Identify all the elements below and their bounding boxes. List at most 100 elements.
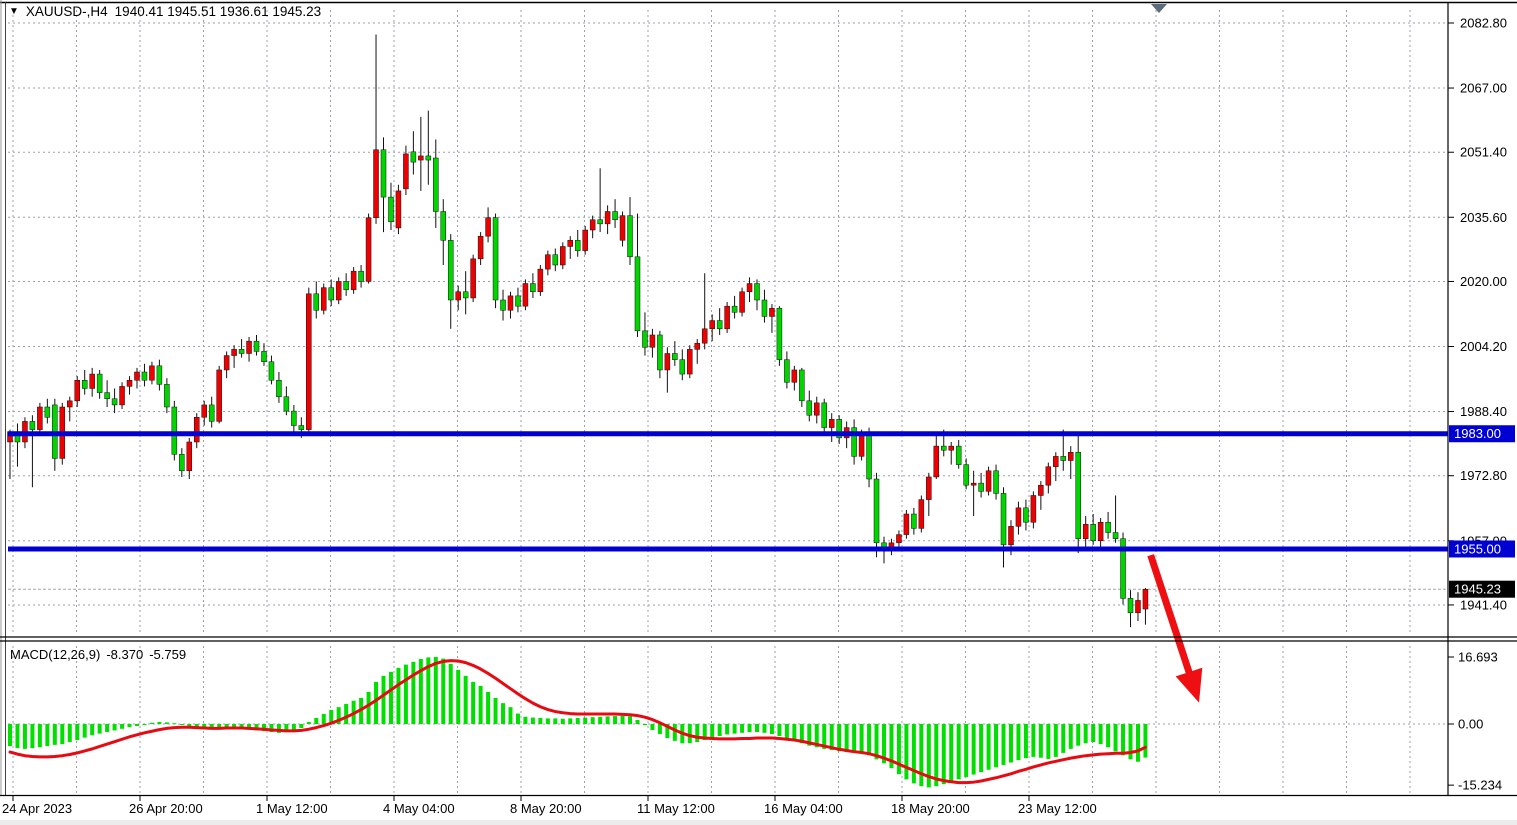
candle-body <box>253 340 260 352</box>
macd-axis-label: 0.00 <box>1458 717 1483 732</box>
candle-body <box>784 359 790 383</box>
macd-histogram-bar <box>575 717 580 724</box>
candle-body <box>530 283 536 293</box>
price-axis-label: 2082.80 <box>1460 16 1507 31</box>
time-axis-label: 26 Apr 20:00 <box>129 801 203 816</box>
candle-body <box>29 421 36 430</box>
candle-body <box>769 307 775 317</box>
macd-histogram-bar <box>187 724 192 727</box>
candle-body <box>1142 588 1149 610</box>
axes[interactable]: 2082.80 2067.00 2051.40 2035.60 2020.00 2004.… <box>2 16 1515 817</box>
candle-body <box>552 254 559 266</box>
candle-body <box>350 270 357 290</box>
level-price-badge-text: 1983.00 <box>1454 426 1501 441</box>
price-axis-label: 2035.60 <box>1460 210 1507 225</box>
symbol-dropdown-icon[interactable]: ▼ <box>9 5 19 17</box>
candle-body <box>985 470 992 492</box>
candle-body <box>313 293 320 311</box>
macd-pane[interactable] <box>8 656 1446 788</box>
macd-histogram-bar <box>120 724 125 729</box>
candle-body <box>1030 495 1037 523</box>
candle-body <box>477 235 484 260</box>
candle-body <box>873 478 880 544</box>
macd-histogram-bar <box>344 703 349 724</box>
macd-histogram-bar <box>426 657 431 724</box>
candle-body <box>1135 600 1141 614</box>
macd-histogram-bar <box>538 717 543 724</box>
gridlines <box>8 10 1446 794</box>
macd-histogram-bar <box>859 724 864 753</box>
macd-histogram-bar <box>926 724 931 788</box>
candle-body <box>709 320 715 330</box>
candle-body <box>380 149 387 198</box>
macd-indicator-label: MACD(12,26,9) -8.370 -5.759 <box>10 647 186 662</box>
candle-body <box>627 215 633 258</box>
candle-body <box>657 334 663 371</box>
candle-body <box>171 406 178 455</box>
candle-body <box>291 410 297 426</box>
candle-body <box>194 417 200 443</box>
candle-body <box>754 283 760 301</box>
candle-body <box>799 369 805 402</box>
candle-body <box>1000 493 1007 546</box>
macd-main-value: -8.370 <box>106 647 144 662</box>
window-bottom-strip <box>0 820 1517 825</box>
macd-histogram-bar <box>60 724 65 745</box>
macd-histogram-bar <box>717 724 722 737</box>
candle-body <box>298 425 305 430</box>
level-price-badge-text: 1955.00 <box>1454 541 1501 556</box>
macd-histogram-bar <box>620 715 625 724</box>
candle-body <box>156 365 163 385</box>
macd-histogram-bar <box>896 724 901 775</box>
price-pane[interactable] <box>7 34 1449 628</box>
candle-body <box>963 464 969 486</box>
candle-body <box>1120 538 1126 599</box>
macd-histogram-bar <box>127 724 132 728</box>
current-price-badge <box>1449 580 1515 598</box>
bearish-projection-arrow[interactable] <box>1147 554 1203 703</box>
candle-body <box>776 307 783 360</box>
macd-histogram-bar <box>971 724 976 775</box>
candle-body <box>537 268 544 293</box>
candle-body <box>896 534 902 544</box>
macd-histogram-bar <box>149 722 154 724</box>
macd-histogram-bar <box>501 703 506 724</box>
macd-histogram-bar <box>1113 724 1118 752</box>
macd-histogram-bar <box>777 724 782 737</box>
macd-histogram-bar <box>291 724 296 732</box>
macd-histogram-bar <box>471 681 476 724</box>
candle-body <box>604 211 611 225</box>
candle-body <box>455 291 461 301</box>
candle-body <box>276 379 282 397</box>
macd-histogram-bar <box>515 713 520 724</box>
candle-body <box>500 299 506 311</box>
overlays <box>0 0 1517 797</box>
macd-histogram-bar <box>411 661 416 724</box>
macd-histogram-bar <box>1076 724 1081 746</box>
macd-histogram-bar <box>986 724 991 770</box>
macd-histogram-bar <box>306 721 311 724</box>
candle-body <box>1090 524 1096 542</box>
macd-histogram-bar <box>1031 724 1036 757</box>
macd-histogram-bar <box>276 724 281 733</box>
candle-body <box>619 215 626 241</box>
candle-body <box>74 379 80 402</box>
macd-histogram-bar <box>956 724 961 780</box>
macd-histogram-bar <box>799 724 804 744</box>
candle-body <box>1127 598 1134 614</box>
macd-histogram-bar <box>314 717 319 724</box>
candle-body <box>642 330 648 348</box>
candle-body <box>447 240 454 301</box>
candle-body <box>119 386 125 406</box>
macd-signal-line <box>8 659 1147 785</box>
macd-histogram-bar <box>1038 724 1043 758</box>
price-axis-label: 2051.40 <box>1460 145 1507 160</box>
price-axis-label: 2020.00 <box>1460 274 1507 289</box>
candle-body <box>918 499 925 529</box>
macd-histogram-bar <box>583 717 588 724</box>
macd-histogram-bar <box>994 724 999 768</box>
candle-body <box>358 270 364 282</box>
chart-shift-marker-icon[interactable] <box>1151 4 1167 13</box>
macd-histogram-bar <box>1068 724 1073 749</box>
